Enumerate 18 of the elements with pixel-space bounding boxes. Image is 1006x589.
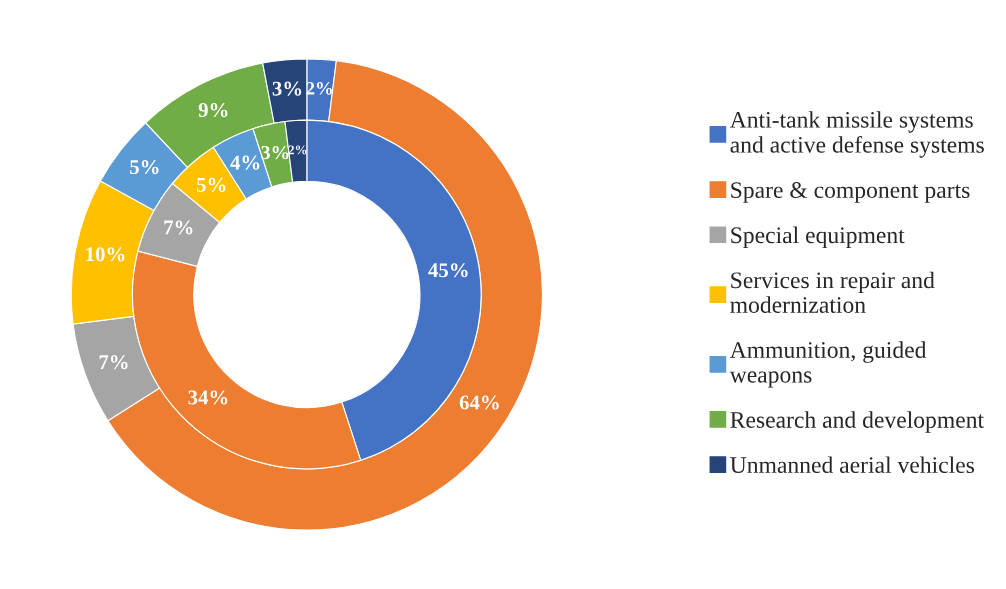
legend-label: Anti-tank missile systems and active defense systems [729,111,984,158]
data-label: 10% [86,247,125,262]
legend-label: Unmanned aerial vehicles [730,456,975,474]
data-label: 7% [99,355,128,370]
legend-label: Ammunition, guided weapons [729,341,927,388]
data-label: 3% [272,81,302,96]
legend-label: Services in repair and modernization [730,271,935,313]
data-label: 34% [188,390,228,405]
data-label: 5% [130,160,159,175]
data-label: 9% [198,103,228,118]
legend-label: Special equipment [731,226,905,249]
data-label: 45% [428,263,468,278]
data-label: 4% [230,155,260,170]
legend-label: Spare & component parts [731,182,970,203]
data-label: 7% [164,220,193,235]
legend-label: Research and development [730,411,984,433]
data-label: 5% [197,177,226,192]
data-label: 64% [459,395,499,410]
